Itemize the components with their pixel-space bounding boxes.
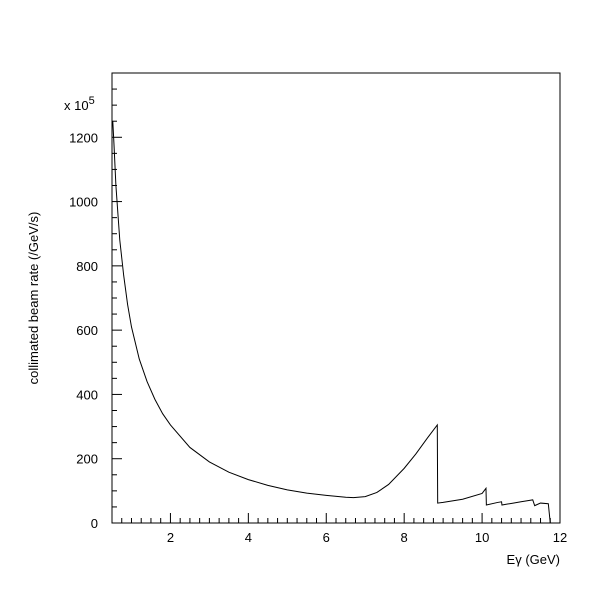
y-tick-label: 0: [91, 516, 98, 531]
y-tick-label: 200: [76, 452, 98, 467]
plot-frame: [111, 72, 561, 524]
x-tick-label: 6: [323, 530, 330, 545]
x-axis-label: Eγ (GeV): [507, 552, 560, 567]
y-tick-label: 1000: [69, 195, 98, 210]
x-tick-label: 2: [167, 530, 174, 545]
y-tick-label: 800: [76, 259, 98, 274]
x-tick-label: 8: [401, 530, 408, 545]
y-tick-label: 400: [76, 387, 98, 402]
y-tick-label: 600: [76, 323, 98, 338]
series-line: [112, 121, 551, 524]
axis-tick-labels: 2 4 6 8 10 12 0 200 400 600 800 1000 1200: [69, 130, 567, 545]
x-tick-label: 10: [475, 530, 489, 545]
axis-ticks: [111, 72, 561, 524]
y-axis-label: collimated beam rate (/GeV/s): [26, 212, 41, 385]
y-tick-label: 1200: [69, 130, 98, 145]
y-multiplier-label: x 105: [64, 95, 95, 113]
y-multiplier-exponent: 5: [89, 95, 95, 107]
x-tick-label: 4: [245, 530, 252, 545]
x-tick-label: 12: [553, 530, 567, 545]
